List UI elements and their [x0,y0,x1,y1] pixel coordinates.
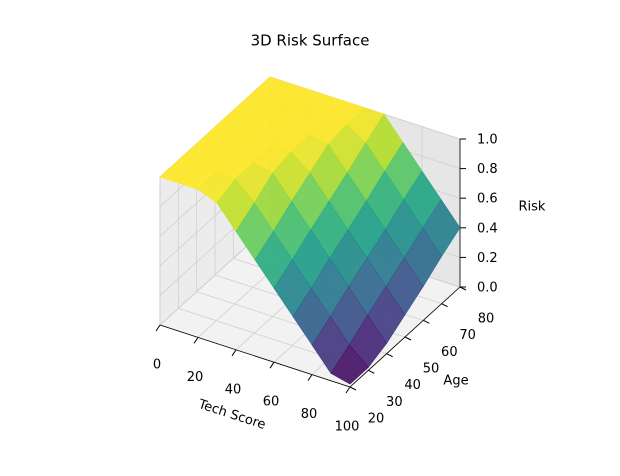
y-tick-label: 20 [368,412,385,427]
axis-line [159,324,351,388]
y-tick-label: 60 [441,345,458,360]
chart-title: 3D Risk Surface [251,32,370,50]
x-tick-label: 0 [153,358,161,373]
y-tick [423,319,430,324]
x-tick [155,324,161,332]
x-tick [345,386,351,394]
x-tick [269,361,275,369]
y-tick [404,336,412,341]
x-tick [193,337,199,344]
y-tick [368,369,375,374]
z-tick-label: 0.0 [477,281,498,296]
y-tick-label: 70 [459,328,476,343]
z-tick-label: 1.0 [477,133,498,148]
x-tick-label: 20 [187,370,204,385]
y-tick-label: 30 [386,395,403,410]
x-tick [231,349,237,357]
z-tick-label: 0.6 [477,192,498,207]
x-tick-label: 40 [225,382,242,397]
y-tick [441,303,448,308]
surface-patch [330,344,369,385]
y-tick [386,353,393,358]
z-tick-label: 0.2 [477,251,498,266]
x-axis-label: Tech Score [196,397,268,433]
z-tick-label: 0.8 [477,162,498,177]
x-tick [307,374,313,381]
x-tick-label: 60 [263,395,280,410]
y-tick-label: 40 [404,378,421,393]
y-axis-label: Age [443,374,468,389]
y-tick-label: 50 [423,362,440,377]
y-tick-label: 80 [478,312,495,327]
y-tick [349,386,357,391]
z-axis-label: Risk [519,200,546,215]
z-tick-label: 0.4 [477,221,498,236]
x-tick-label: 100 [335,420,360,435]
x-tick-label: 80 [301,407,318,422]
axis-line [349,286,461,388]
